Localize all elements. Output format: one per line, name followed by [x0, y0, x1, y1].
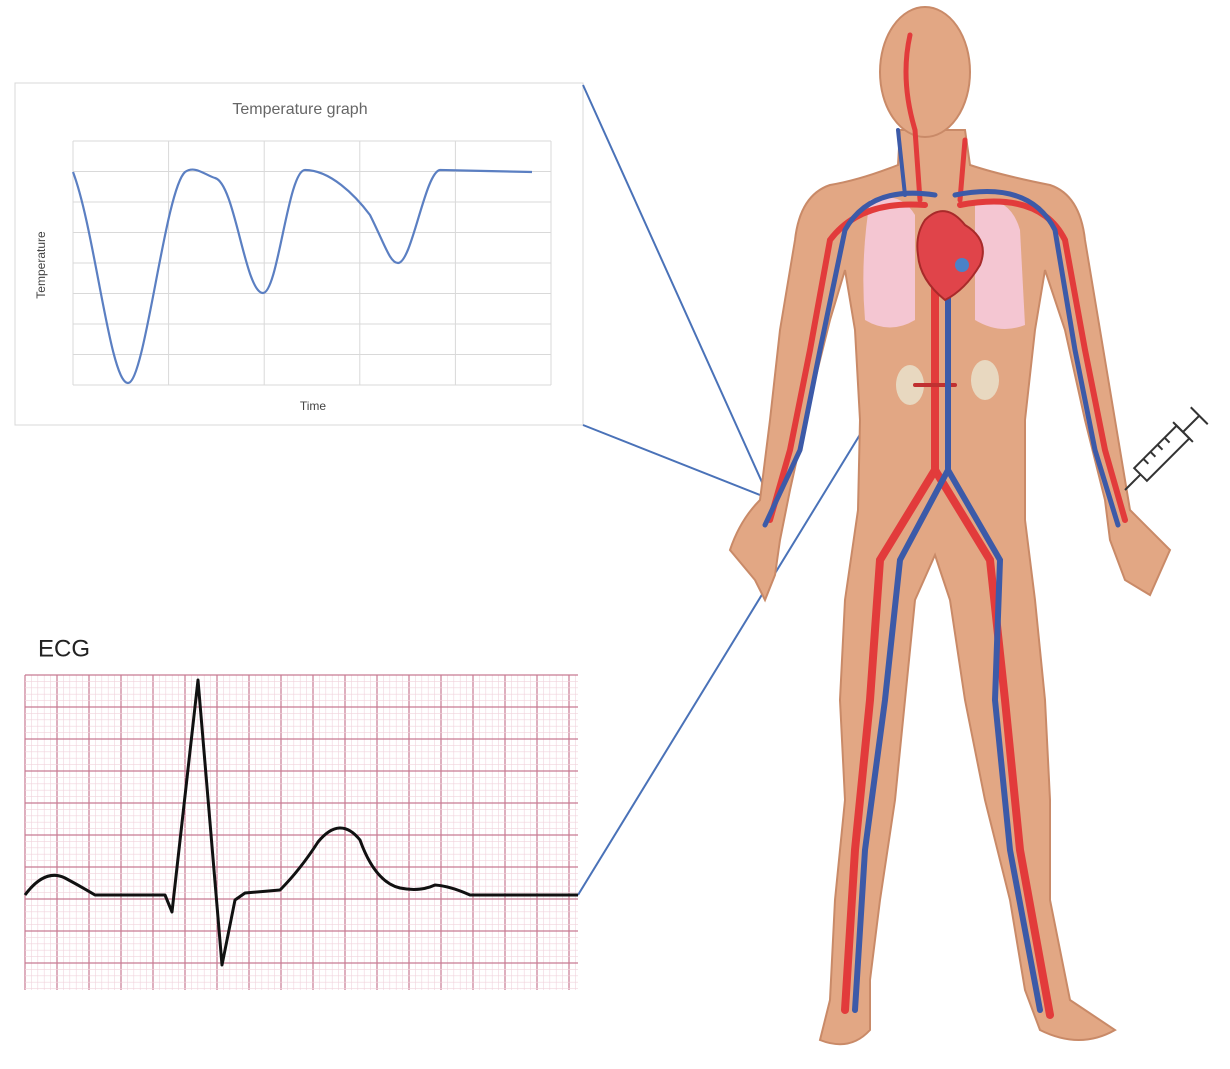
human-body [730, 7, 1170, 1044]
kidney [971, 360, 999, 400]
connector [583, 425, 765, 497]
diagram: Temperature graph Temperature Time ECG [0, 0, 1230, 1069]
syringe [1115, 406, 1209, 500]
x-axis-label: Time [300, 399, 327, 413]
temperature-panel [15, 83, 583, 425]
page: Temperature graph Temperature Time ECG [0, 0, 1230, 1069]
y-axis-label: Temperature [34, 231, 48, 299]
ecg-grid [25, 675, 578, 990]
lung [863, 197, 915, 327]
ecg-label: ECG [38, 635, 90, 662]
ecg-sensor [955, 258, 969, 272]
temperature-title: Temperature graph [232, 101, 367, 118]
head [880, 7, 970, 137]
connector [583, 85, 770, 500]
